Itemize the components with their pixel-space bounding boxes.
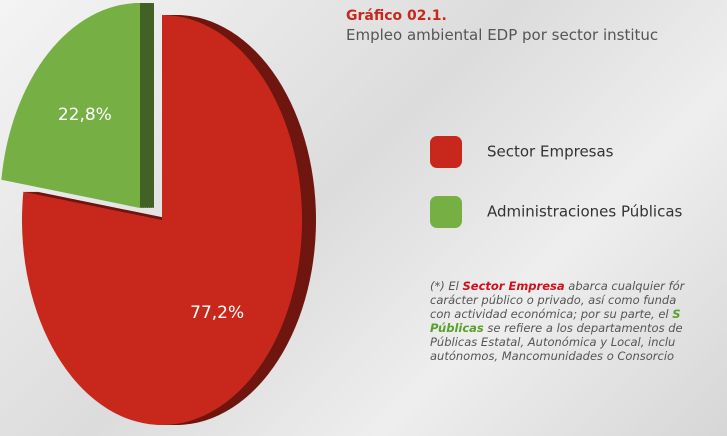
- slice: [22, 15, 303, 426]
- legend-label: Sector Empresas: [487, 143, 614, 161]
- data-label: 22,8%: [58, 105, 112, 125]
- note-line: (*) El Sector Empresa abarca cualquier f…: [430, 279, 684, 293]
- note-text: Públicas: [430, 321, 484, 335]
- slice: [1, 3, 140, 208]
- note-line: Públicas se refiere a los departamentos …: [430, 321, 684, 335]
- note-text: abarca cualquier fór: [564, 279, 685, 293]
- note-text: carácter público o privado, así como fun…: [430, 293, 677, 307]
- chart-subtitle: Empleo ambiental EDP por sector instituc: [346, 26, 659, 44]
- note-text: S: [672, 307, 681, 321]
- note-text: autónomos, Mancomunidades o Consorcio: [430, 349, 675, 363]
- note-line: autónomos, Mancomunidades o Consorcio: [430, 349, 684, 363]
- legend-swatch: [430, 136, 462, 168]
- chart-title: Gráfico 02.1.: [346, 8, 447, 24]
- note-text: Sector Empresa: [462, 279, 565, 293]
- note-line: carácter público o privado, así como fun…: [430, 293, 684, 307]
- note-line: con actividad económica; por su parte, e…: [430, 307, 684, 321]
- legend-label: Administraciones Públicas: [487, 203, 683, 221]
- legend-swatch: [430, 196, 462, 228]
- note-text: Públicas Estatal, Autonómica y Local, in…: [430, 335, 676, 349]
- data-label: 77,2%: [190, 303, 244, 323]
- note-text: (*) El: [430, 279, 463, 293]
- note-text: se refiere a los departamentos de: [483, 321, 683, 335]
- note-line: Públicas Estatal, Autonómica y Local, in…: [430, 335, 684, 349]
- footnote: (*) El Sector Empresa abarca cualquier f…: [430, 279, 684, 363]
- note-text: con actividad económica; por su parte, e…: [430, 307, 673, 321]
